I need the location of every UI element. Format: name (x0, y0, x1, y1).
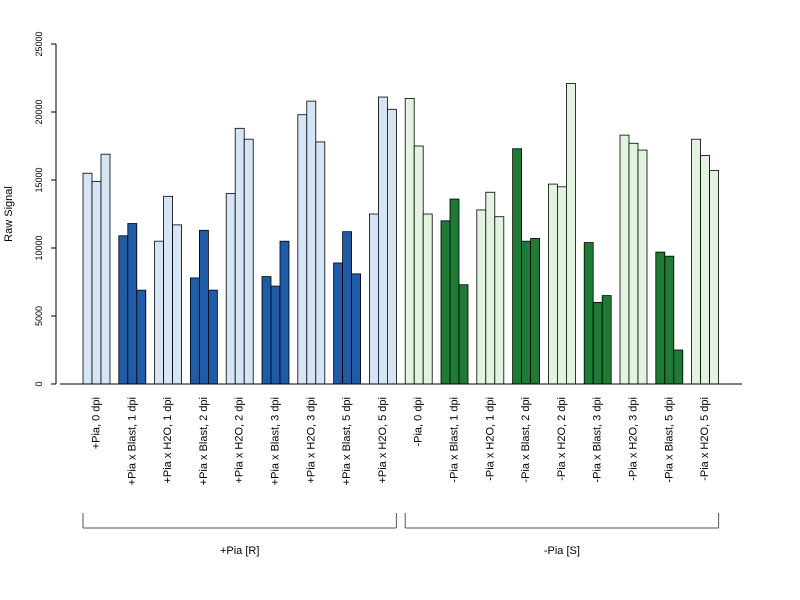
bar (709, 170, 719, 385)
category-label: -Pia, 0 dpi (413, 397, 425, 447)
bar (189, 277, 200, 385)
bar (673, 349, 684, 385)
bar (306, 100, 317, 385)
bar (664, 255, 675, 385)
bar (449, 198, 460, 385)
bar (691, 138, 701, 385)
bar (297, 114, 308, 385)
bar (315, 141, 326, 385)
y-tick-label: 10000 (34, 235, 44, 260)
bar (655, 251, 666, 385)
y-axis-title: Raw Signal (3, 186, 15, 242)
bar (234, 127, 245, 385)
bar (270, 285, 281, 385)
y-tick-label: 15000 (34, 167, 44, 192)
bar (440, 220, 451, 385)
y-tick-label: 20000 (34, 99, 44, 124)
category-label: -Pia x H2O, 3 dpi (628, 397, 640, 481)
y-axis: 0 5000 10000 15000 20000 25000 (34, 31, 57, 387)
bar (530, 238, 540, 385)
category-label: +Pia x H2O, 1 dpi (162, 397, 174, 484)
group-brackets: +Pia [R] -Pia [S] (82, 513, 720, 557)
bar (404, 98, 415, 385)
bar (557, 186, 567, 385)
bar (368, 213, 379, 385)
bar (118, 235, 129, 385)
bar (422, 213, 433, 385)
category-label: -Pia x H2O, 2 dpi (556, 397, 568, 481)
bar (386, 108, 397, 385)
category-label: +Pia x Blast, 5 dpi (341, 397, 353, 485)
bar (127, 223, 138, 385)
y-tick-label: 5000 (34, 306, 44, 326)
category-label: +Pia x Blast, 3 dpi (270, 397, 282, 485)
bar (628, 142, 639, 385)
bar (700, 155, 710, 385)
bar (82, 172, 93, 385)
bar (154, 240, 165, 385)
category-label: +Pia, 0 dpi (91, 397, 103, 449)
bar (351, 273, 362, 385)
bar (100, 153, 111, 385)
bar (207, 289, 218, 385)
bar (494, 216, 505, 385)
bar (172, 224, 183, 385)
bars (82, 83, 719, 385)
bar (342, 231, 353, 385)
category-label: -Pia x H2O, 5 dpi (699, 397, 711, 481)
category-label: +Pia x Blast, 2 dpi (198, 397, 210, 485)
bar (458, 284, 469, 385)
category-label: -Pia x Blast, 5 dpi (663, 397, 675, 483)
category-label: +Pia x H2O, 2 dpi (234, 397, 246, 484)
bar (601, 295, 612, 385)
bar (521, 240, 531, 385)
group-label: +Pia [R] (220, 545, 259, 557)
bar (476, 209, 487, 385)
bar (279, 240, 290, 385)
bar (512, 148, 522, 385)
category-label: -Pia x Blast, 3 dpi (592, 397, 604, 483)
x-axis: +Pia, 0 dpi +Pia x Blast, 1 dpi +Pia x H2O… (60, 383, 742, 485)
category-label: +Pia x H2O, 3 dpi (305, 397, 317, 484)
category-label: +Pia x H2O, 5 dpi (377, 397, 389, 484)
y-tick-label: 0 (34, 381, 44, 386)
bar (548, 183, 558, 385)
bar (261, 276, 272, 385)
group-label: -Pia [S] (544, 545, 580, 557)
bar (136, 289, 147, 385)
bar (637, 149, 648, 385)
bar (485, 191, 496, 385)
bar (583, 242, 594, 385)
bar (225, 193, 236, 385)
bar (413, 145, 424, 385)
category-label: -Pia x Blast, 2 dpi (520, 397, 532, 483)
bar (619, 134, 630, 385)
bar (198, 229, 209, 385)
category-label: -Pia x H2O, 1 dpi (484, 397, 496, 481)
y-tick-label: 25000 (34, 31, 44, 56)
category-label: -Pia x Blast, 1 dpi (449, 397, 461, 483)
bar (333, 262, 344, 385)
bar (377, 96, 388, 385)
bar (243, 138, 254, 385)
bar (91, 180, 102, 385)
category-label: +Pia x Blast, 1 dpi (126, 397, 138, 485)
bar (566, 83, 576, 385)
bar (592, 301, 603, 385)
bar (163, 195, 174, 385)
